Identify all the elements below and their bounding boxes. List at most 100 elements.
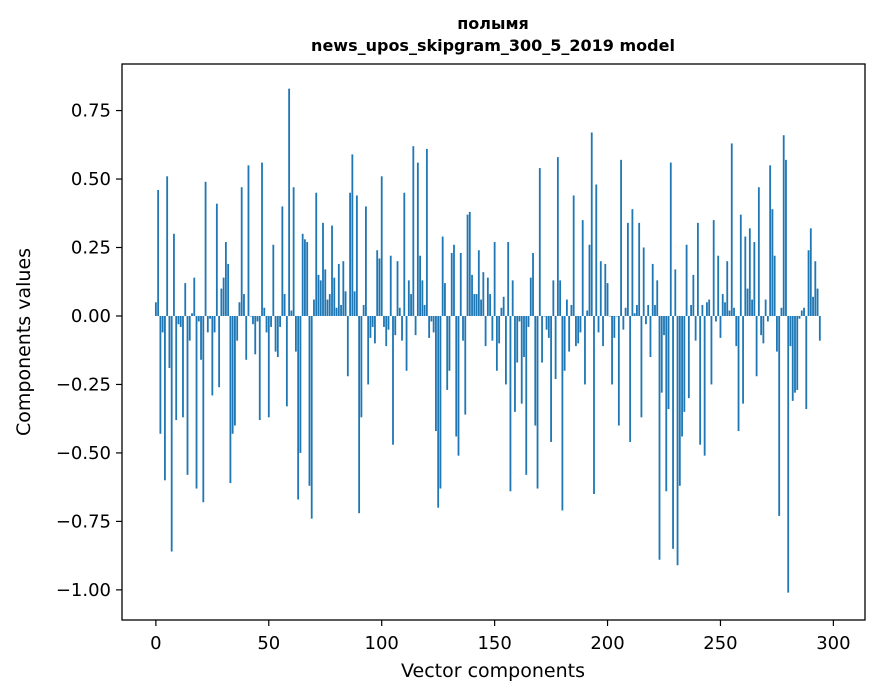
bar (642, 247, 645, 316)
bar (818, 315, 821, 341)
bar (337, 263, 340, 316)
bar (407, 280, 410, 316)
bar (751, 299, 753, 316)
bar (380, 176, 383, 316)
bar (565, 299, 568, 316)
x-tick-label: 50 (257, 633, 280, 654)
bar (588, 244, 591, 316)
bar (419, 255, 422, 316)
bar (726, 261, 729, 316)
bar (252, 315, 254, 325)
bar (563, 315, 566, 371)
bar (270, 315, 272, 327)
bar (706, 302, 708, 316)
bar (715, 315, 717, 322)
bar (421, 280, 424, 316)
bar (360, 315, 363, 418)
bar (796, 315, 799, 390)
bar (500, 307, 503, 316)
bar (288, 88, 291, 316)
bar (351, 154, 354, 316)
bar (240, 187, 243, 316)
bar (392, 315, 394, 445)
bar (245, 315, 248, 360)
bar (179, 315, 182, 327)
bar (428, 315, 431, 338)
bar (753, 242, 756, 316)
bar (457, 315, 460, 456)
y-tick-label: 0.25 (71, 238, 111, 259)
bar (640, 315, 643, 418)
bar (712, 220, 715, 316)
bar (615, 315, 618, 317)
bar (197, 315, 200, 322)
bar (692, 274, 695, 316)
bar (656, 280, 659, 316)
bar (676, 315, 679, 566)
bar (489, 294, 492, 316)
x-tick-label: 300 (816, 633, 850, 654)
chart-subtitle: news_upos_skipgram_300_5_2019 model (311, 36, 675, 55)
bar (620, 159, 622, 316)
bar (362, 305, 365, 316)
bar (780, 307, 783, 316)
bar (708, 299, 711, 316)
bar (814, 261, 817, 316)
y-tick-label: 0.75 (71, 101, 111, 122)
bar (516, 315, 519, 363)
bar (299, 315, 302, 453)
bar (267, 315, 270, 418)
bar (545, 315, 548, 330)
bar (435, 315, 437, 432)
y-axis-ticks: 0.75 0.50 0.25 0.00 −0.25 −0.50 −0.75 −1.00 (56, 101, 122, 601)
bar (674, 269, 677, 316)
bar (173, 233, 175, 316)
bar (785, 159, 787, 316)
bar (263, 307, 266, 316)
bar (374, 315, 376, 344)
bar (254, 315, 257, 355)
bar (800, 310, 803, 316)
bar (164, 315, 166, 481)
bar (552, 280, 555, 316)
bar (482, 272, 485, 316)
bar (369, 315, 372, 338)
bar (633, 313, 636, 316)
bar (636, 305, 638, 316)
bar (579, 315, 582, 333)
bar (665, 315, 668, 492)
bar (728, 310, 731, 316)
x-tick-label: 100 (365, 633, 399, 654)
bar (159, 315, 162, 434)
bar (222, 277, 225, 316)
bar (762, 315, 765, 344)
bar (683, 315, 686, 412)
bar (507, 242, 510, 316)
bar (333, 277, 336, 316)
bar (757, 187, 760, 316)
bar (764, 299, 767, 316)
bar (157, 189, 160, 316)
bar (685, 244, 688, 316)
bar (791, 315, 794, 401)
bar (462, 315, 464, 341)
bar (425, 148, 428, 316)
bar (631, 209, 634, 316)
bar (326, 299, 329, 316)
bar (331, 225, 333, 316)
bar (568, 315, 571, 352)
bar (721, 294, 724, 316)
bar (175, 315, 178, 421)
bar (554, 315, 557, 379)
bar (593, 315, 595, 495)
bar (710, 315, 713, 385)
bar (441, 236, 444, 316)
y-axis-label: Components values (13, 248, 35, 436)
bar (410, 294, 412, 316)
bar (315, 192, 318, 316)
plot-frame (121, 63, 866, 621)
bar (812, 296, 814, 316)
bar (739, 214, 742, 316)
bar (493, 242, 496, 316)
bar (378, 258, 381, 316)
